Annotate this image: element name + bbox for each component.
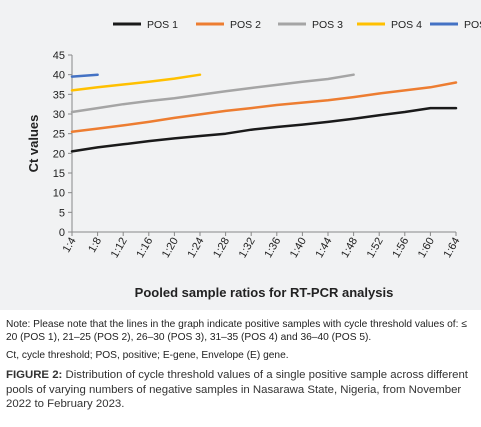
legend-label: POS 2 [230,19,261,31]
note-text: Note: Please note that the lines in the … [6,319,467,343]
legend-label: POS 4 [391,19,422,31]
y-tick-label: 5 [59,207,65,219]
x-tick-label: 1:8 [86,236,104,255]
x-tick-label: 1:20 [160,236,181,261]
x-tick-label: 1:28 [211,236,232,261]
figure-notes: Note: Please note that the lines in the … [6,318,476,367]
x-tick-label: 1:24 [185,236,206,261]
x-tick-label: 1:36 [262,236,283,261]
series-line [70,73,99,78]
y-tick-label: 35 [53,89,65,101]
legend-label: POS 3 [312,19,343,31]
x-tick-label: 1:32 [237,236,258,261]
chart-area: POS 1 POS 2 POS 3 POS 4 POS 5 0 5 10 15 20 25 30 35 4… [0,0,481,310]
legend-label: POS 1 [147,19,178,31]
x-tick-label: 1:60 [416,236,437,261]
y-axis-title: Ct values [26,115,41,173]
legend-label: POS 5 [464,19,481,31]
series-line [70,81,458,133]
x-tick-label: 1:44 [313,236,334,261]
y-tick-label: 20 [53,148,65,160]
y-tick-label: 15 [53,168,65,180]
series-line [70,73,355,114]
y-tick-label: 45 [53,50,65,62]
series-line [70,73,202,92]
y-tick-label: 40 [53,70,65,82]
y-tick-label: 25 [53,129,65,141]
abbreviation-note: Ct, cycle threshold; POS, positive; E-ge… [6,350,289,361]
x-tick-label: 1:12 [109,236,130,261]
y-tick-label: 10 [53,188,65,200]
series-line [70,106,458,153]
figure-caption: FIGURE 2: Distribution of cycle threshol… [6,368,476,412]
x-tick-label: 1:40 [288,236,309,261]
caption-text: Distribution of cycle threshold values o… [6,369,468,410]
y-tick-label: 0 [59,227,65,239]
caption-label: FIGURE 2: [6,369,63,381]
x-tick-label: 1:64 [441,236,462,261]
x-tick-label: 1:52 [365,236,386,261]
x-tick-label: 1:48 [339,236,360,261]
x-tick-label: 1:16 [134,236,155,261]
x-tick-label: 1:56 [390,236,411,261]
y-tick-label: 30 [53,109,65,121]
line-chart: POS 1 POS 2 POS 3 POS 4 POS 5 0 5 10 15 20 25 30 35 4… [26,19,481,300]
x-axis-title: Pooled sample ratios for RT-PCR analysis [135,285,394,300]
